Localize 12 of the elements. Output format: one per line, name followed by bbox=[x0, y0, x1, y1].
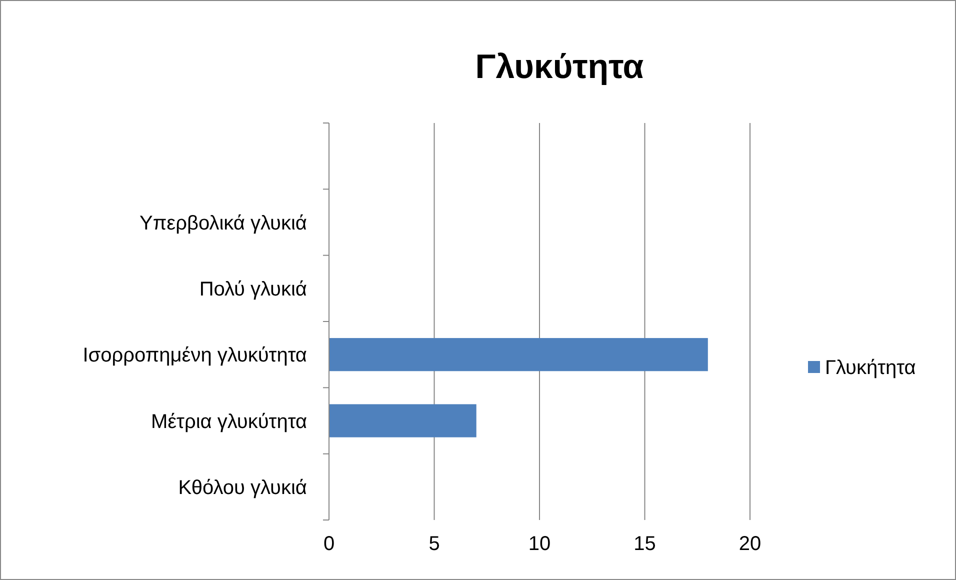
y-tick-label: Μέτρια γλυκύτητα bbox=[150, 410, 307, 433]
legend-label: Γλυκήτητα bbox=[825, 357, 916, 379]
y-tick-label: Υπερβολικά γλυκιά bbox=[140, 212, 307, 234]
x-tick-label: 10 bbox=[528, 533, 551, 555]
y-tick-label: Πολύ γλυκιά bbox=[199, 278, 307, 300]
chart-title: Γλυκύτητα bbox=[475, 48, 644, 86]
x-tick-label: 5 bbox=[428, 533, 440, 555]
x-tick-label: 0 bbox=[323, 533, 335, 555]
x-tick-label: 15 bbox=[634, 533, 656, 555]
x-tick-label: 20 bbox=[738, 533, 762, 555]
y-tick-label: Ισορροπημένη γλυκύτητα bbox=[82, 344, 307, 367]
y-tick-label: Κθόλου γλυκιά bbox=[178, 476, 307, 499]
